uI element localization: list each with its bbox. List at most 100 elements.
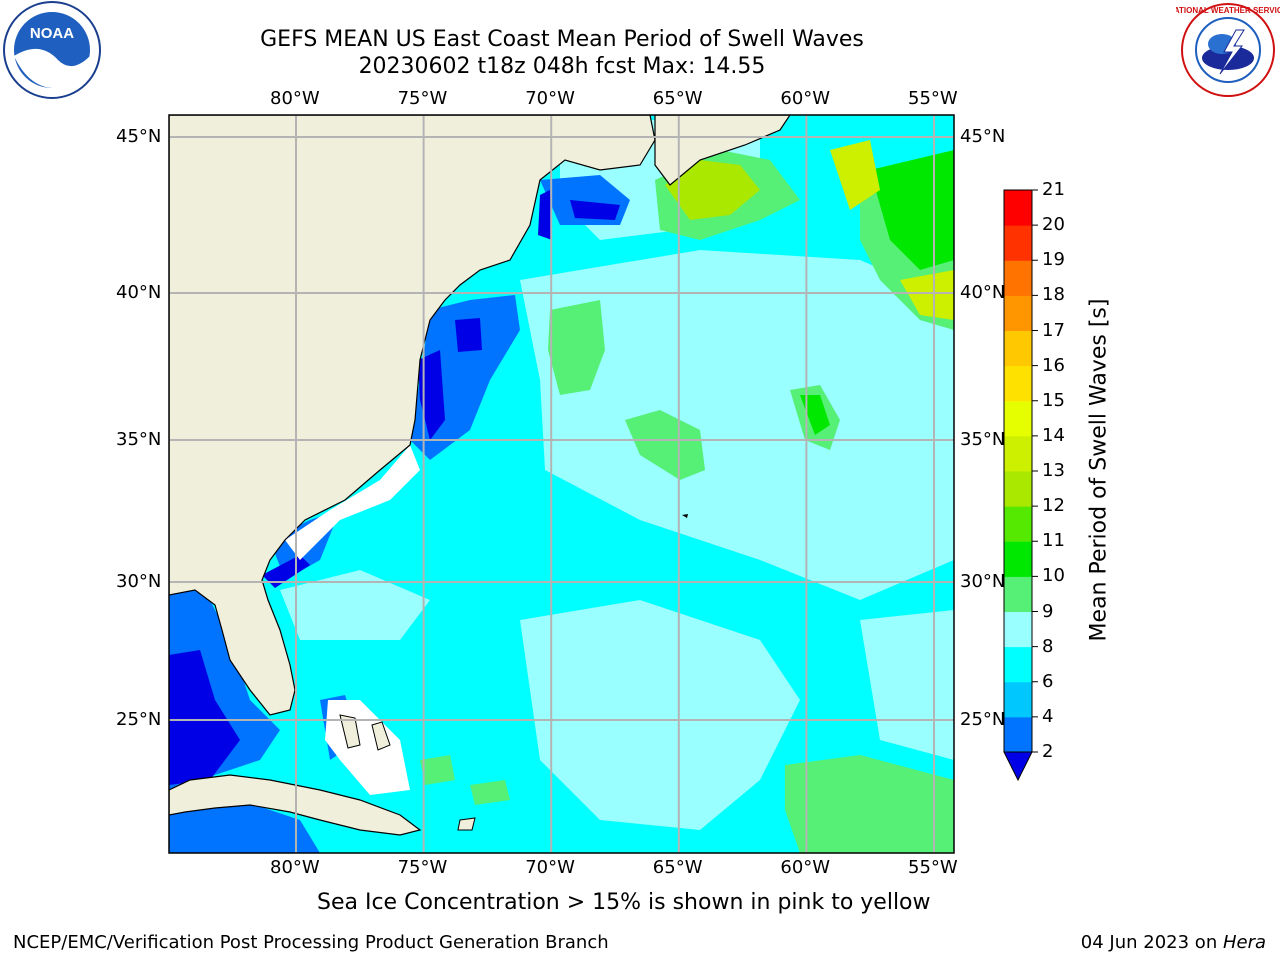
swell-region-9-10-southeast (785, 755, 954, 853)
swell-region-2-4-c (570, 200, 620, 220)
nodata-region-carolinas (285, 445, 420, 560)
lat-label-right: 25°N (960, 709, 1006, 730)
colorbar-tick-label: 14 (1042, 424, 1065, 446)
swell-region-9-10-d (420, 755, 455, 785)
colorbar-band (1004, 225, 1032, 261)
colorbar-tick-label: 11 (1042, 530, 1065, 552)
land-north-america (169, 115, 656, 716)
colorbar-tick-label: 9 (1042, 600, 1054, 622)
swell-region-2-4-florida (262, 555, 310, 588)
lat-label-left: 35°N (116, 429, 162, 450)
colorbar-band (1004, 190, 1032, 226)
colorbar-band (1004, 576, 1032, 612)
colorbar-title: Mean Period of Swell Waves [s] (1086, 298, 1112, 642)
colorbar-extend-min (1003, 751, 1033, 782)
colorbar-tick-label: 10 (1042, 565, 1065, 587)
land-bermuda (682, 514, 688, 518)
lon-label: 60°W (780, 88, 831, 109)
colorbar-tick-label: 12 (1042, 495, 1065, 517)
colorbar-band (1004, 260, 1032, 296)
lon-label: 80°W (270, 857, 320, 878)
colorbar-band (1004, 611, 1032, 648)
swell-region-9-10-a (548, 300, 605, 395)
swell-region-12-14-gulfofmaine (665, 160, 760, 220)
map-subtitle-run: 20230602 t18z 048h fcst Max: 14.55 (358, 54, 766, 79)
footer-date: 04 Jun 2023 on Hera (1081, 932, 1266, 953)
lat-label-right: 30°N (960, 571, 1006, 592)
lon-label: 70°W (525, 857, 575, 878)
land-nova-scotia (654, 115, 791, 186)
lon-label: 55°W (908, 88, 958, 109)
colorbar (1003, 189, 1038, 782)
swell-region-4-6-cuba-south (169, 800, 320, 853)
colorbar-tick-label: 21 (1042, 179, 1065, 200)
lon-label: 65°W (652, 88, 703, 109)
footer-date-text: 04 Jun 2023 on (1080, 932, 1223, 953)
swell-region-12-14-northeast (830, 140, 880, 210)
colorbar-tick-label: 19 (1042, 249, 1065, 271)
colorbar-band (1004, 471, 1032, 507)
colorbar-tick-label: 18 (1042, 284, 1065, 306)
colorbar-band (1004, 365, 1032, 402)
land-bahamas-2 (371, 721, 391, 751)
nws-logo-text: NATIONAL WEATHER SERVICE (1176, 6, 1280, 15)
lon-label: 55°W (908, 857, 958, 878)
lat-label-right: 40°N (960, 282, 1006, 303)
lon-label: 80°W (270, 88, 320, 109)
land-bahamas-1 (339, 714, 361, 749)
swell-region-8-9-south (520, 600, 800, 830)
lon-label: 65°W (652, 857, 703, 878)
colorbar-band (1004, 435, 1032, 472)
footer-credit: NCEP/EMC/Verification Post Processing Pr… (13, 932, 609, 953)
swell-region-9-10-e (470, 780, 510, 805)
gridlines (169, 115, 954, 853)
swell-region-8-9-west (280, 570, 430, 640)
colorbar-band (1004, 681, 1032, 718)
lat-label-left: 25°N (116, 709, 162, 730)
swell-region-8-9-east (860, 610, 954, 760)
colorbar-band (1004, 400, 1032, 437)
swell-region-2-4-hatteras (418, 350, 445, 440)
swell-region-10-12-c (800, 395, 830, 435)
colorbar-band (1004, 295, 1032, 331)
footer-host: Hera (1222, 932, 1266, 953)
colorbar-tick-label: 6 (1042, 670, 1054, 692)
colorbar-band (1004, 541, 1032, 577)
lat-label-left: 45°N (116, 126, 162, 147)
noaa-logo-text: NOAA (30, 25, 74, 42)
colorbar-tick-label: 2 (1042, 741, 1054, 762)
lon-label: 75°W (397, 88, 448, 109)
colorbar-tick-label: 4 (1042, 705, 1054, 727)
colorbar-band (1004, 506, 1032, 542)
swell-region-9-10-b (625, 410, 705, 480)
lat-label-left: 30°N (116, 571, 162, 592)
colorbar-band (1004, 716, 1032, 753)
colorbar-tick-label: 13 (1042, 460, 1065, 481)
map-title: GEFS MEAN US East Coast Mean Period of S… (260, 27, 864, 52)
colorbar-band (1004, 330, 1032, 367)
sea-ice-note: Sea Ice Concentration > 15% is shown in … (317, 890, 931, 915)
noaa-logo: NOAA (3, 1, 101, 99)
lat-label-left: 40°N (116, 282, 162, 303)
swell-region-8-9-central (520, 250, 954, 600)
lon-label: 70°W (525, 88, 575, 109)
map-frame (168, 114, 955, 854)
lat-label-right: 45°N (960, 126, 1006, 147)
colorbar-tick-label: 16 (1042, 354, 1065, 376)
colorbar-tick-label: 15 (1042, 389, 1065, 411)
land-cuba (169, 774, 422, 836)
colorbar-tick-label: 17 (1042, 319, 1065, 341)
swell-region-12-14-east (900, 270, 954, 320)
land-hispaniola-tip (457, 817, 476, 831)
lat-label-right: 35°N (960, 429, 1006, 450)
lon-label: 75°W (397, 857, 448, 878)
colorbar-tick-label: 8 (1042, 635, 1054, 657)
nws-logo: NATIONAL WEATHER SERVICE (1176, 3, 1280, 97)
swell-region-2-4-gulf (169, 650, 240, 785)
swell-region-2-4-b (538, 190, 552, 240)
swell-region-2-4-a (455, 318, 482, 352)
colorbar-tick-label: 20 (1042, 214, 1065, 236)
colorbar-band (1004, 646, 1032, 683)
